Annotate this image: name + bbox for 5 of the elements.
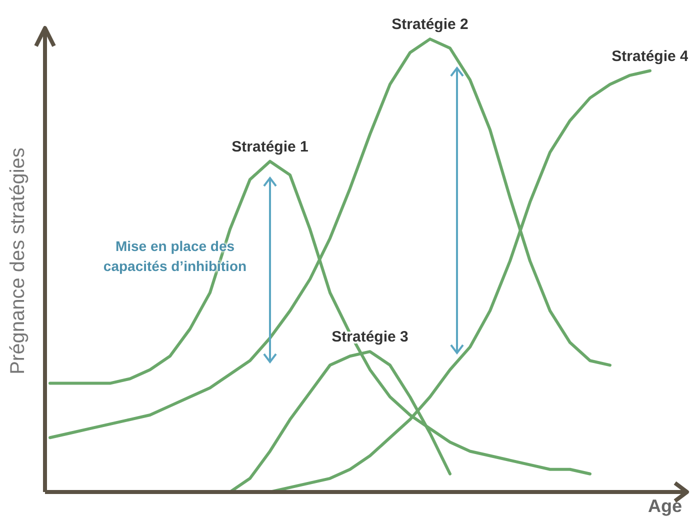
series-label: Stratégie 2 [392,16,468,34]
y-axis-title: Prégnance des stratégies [7,148,30,374]
x-axis-title: Age [648,496,682,516]
series-label: Stratégie 4 [612,48,690,65]
series-label: Stratégie 1 [232,138,308,156]
